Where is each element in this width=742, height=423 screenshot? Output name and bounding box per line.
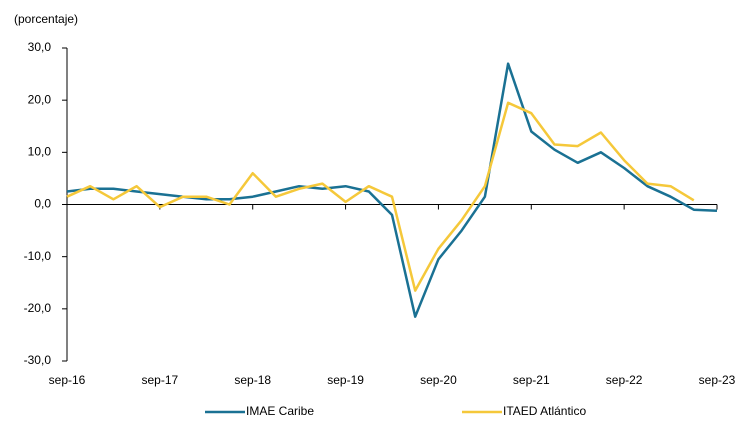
x-tick-label: sep-18	[234, 373, 271, 387]
x-tick-label: sep-20	[420, 373, 457, 387]
x-tick-label: sep-17	[142, 373, 179, 387]
y-tick-label: -10,0	[24, 249, 52, 263]
y-tick-label: -30,0	[24, 353, 52, 367]
y-tick-label: 20,0	[28, 92, 52, 106]
x-tick-label: sep-19	[327, 373, 364, 387]
x-tick-label: sep-22	[606, 373, 643, 387]
legend-label: ITAED Atlántico	[503, 404, 586, 418]
series-line	[66, 62, 718, 318]
y-tick-label: -20,0	[24, 301, 52, 315]
y-tick-label: 10,0	[28, 145, 52, 159]
y-tick-label: 30,0	[28, 40, 52, 54]
x-tick-label: sep-23	[699, 373, 736, 387]
x-tick-label: sep-16	[49, 373, 86, 387]
y-axis-label: (porcentaje)	[14, 12, 78, 26]
legend-label: IMAE Caribe	[246, 404, 314, 418]
y-tick-label: 0,0	[34, 197, 51, 211]
x-tick-label: sep-21	[513, 373, 550, 387]
series-line	[66, 101, 695, 292]
